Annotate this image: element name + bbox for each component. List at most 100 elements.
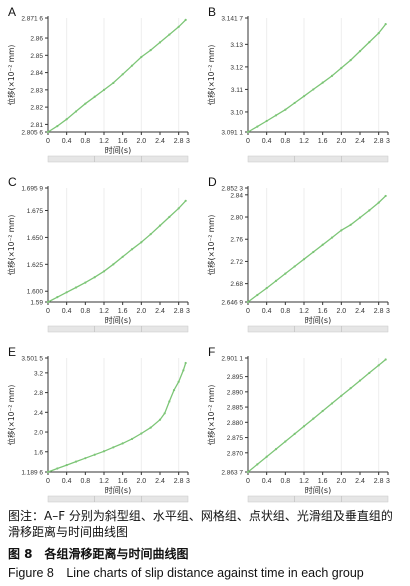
chart-panel-d: D 2.646 9 2.68 2.72 2.76 2.80 2.842.852 3 0 0.4 0… (206, 175, 390, 333)
data-point (140, 241, 143, 244)
y-tick-label: 2.81 (30, 122, 43, 129)
data-point (140, 432, 143, 435)
data-point (349, 387, 352, 390)
y-axis-title: 位移(×10⁻² mm) (206, 45, 216, 106)
y-tick-label: 2.875 (227, 435, 244, 442)
x-tick-label: 2.0 (336, 478, 346, 485)
scrollbar-track (47, 155, 189, 163)
scrollbar-strip (247, 325, 389, 333)
data-point (149, 426, 152, 429)
data-point (377, 364, 380, 367)
data-point (321, 243, 324, 246)
x-tick-label: 2.0 (336, 138, 346, 145)
data-point (102, 450, 106, 453)
x-tick-label: 2.8 (374, 138, 384, 145)
x-tick-label: 2.4 (155, 478, 165, 485)
data-point (312, 417, 315, 420)
y-tick-label: 2.0 (34, 430, 43, 437)
data-point (274, 279, 278, 282)
data-point (246, 300, 250, 304)
chart-panel-f: F 2.863 7 2.870 2.875 2.880 2.885 2.890 2.895 2.… (206, 345, 390, 503)
y-tick-label: 1.675 (27, 208, 44, 215)
y-tick-label: 2.885 (227, 405, 244, 412)
data-point (358, 216, 362, 219)
chart-panel-b: B 3.091 1 3.10 3.11 3.12 3.13 3.141 7 0 0.4 0.8 1.… (206, 5, 390, 163)
y-tick-label: 2.870 (227, 450, 244, 457)
data-point (56, 125, 59, 128)
data-point (112, 446, 115, 449)
data-point (256, 463, 259, 466)
x-tick-label: 2.4 (155, 138, 165, 145)
data-point (368, 41, 371, 44)
y-tick-label: 2.86 (30, 36, 43, 43)
data-point (284, 272, 287, 275)
data-point (384, 194, 387, 198)
y-axis-title: 位移(×10⁻² mm) (6, 45, 16, 106)
data-point (102, 88, 106, 91)
data-point (102, 270, 106, 273)
y-tick-label: 3.091 1 (221, 130, 243, 137)
data-point (121, 442, 124, 445)
y-tick-label: 3.10 (230, 109, 243, 116)
data-point (158, 41, 162, 44)
x-tick-label: 3 (186, 138, 190, 145)
y-axis-title: 位移(×10⁻² mm) (206, 215, 216, 276)
data-point (384, 22, 387, 26)
data-point (330, 74, 334, 78)
x-tick-label: 0.8 (280, 308, 290, 315)
data-point (340, 394, 343, 397)
panel-label: E (8, 345, 16, 359)
y-tick-label: 2.80 (230, 215, 243, 222)
x-tick-label: 2.8 (174, 138, 184, 145)
data-point (121, 255, 124, 258)
data-point (265, 455, 268, 458)
data-point (246, 470, 250, 474)
data-point (330, 236, 334, 239)
data-point (149, 233, 152, 236)
y-tick-label: 1.600 (27, 289, 44, 296)
x-tick-label: 1.6 (118, 478, 128, 485)
data-point (168, 400, 171, 403)
x-tick-label: 3 (386, 478, 390, 485)
x-tick-label: 0 (46, 308, 50, 315)
x-tick-label: 2.4 (355, 138, 365, 145)
y-tick-label: 1.6 (34, 449, 43, 456)
panel-label: C (8, 175, 17, 189)
data-point (293, 265, 296, 268)
data-point (130, 64, 134, 67)
x-tick-label: 1.2 (99, 138, 109, 145)
data-point (293, 432, 296, 435)
x-axis-title: 时间(s) (105, 485, 131, 495)
data-point (84, 281, 87, 284)
data-point (377, 31, 380, 35)
x-tick-label: 2.8 (174, 478, 184, 485)
data-point (140, 55, 143, 59)
y-tick-label: 2.863 7 (221, 470, 243, 477)
x-tick-label: 0 (46, 478, 50, 485)
y-tick-label: 2.83 (30, 87, 43, 94)
x-tick-label: 2.0 (136, 308, 146, 315)
data-point (284, 108, 287, 111)
y-tick-label: 2.8 (34, 390, 43, 397)
data-point (184, 18, 187, 21)
x-tick-label: 0.8 (280, 138, 290, 145)
data-point (302, 425, 306, 428)
panel-label: B (208, 5, 216, 19)
scrollbar-track (247, 495, 389, 503)
x-tick-label: 1.2 (299, 478, 309, 485)
y-tick-label: 1.189 6 (21, 470, 43, 477)
data-point (256, 125, 259, 128)
data-point (265, 119, 268, 123)
data-point (284, 440, 287, 443)
series-line (247, 23, 387, 133)
scrollbar-strip (47, 325, 189, 333)
data-point (182, 369, 185, 372)
x-tick-label: 0 (246, 138, 250, 145)
figure-title-cn: 图 8 各组滑移距离与时间曲线图 (8, 547, 189, 561)
y-tick-label: 3.11 (231, 87, 244, 94)
x-tick-label: 2.4 (355, 308, 365, 315)
data-point (321, 409, 324, 413)
x-tick-label: 0 (46, 138, 50, 145)
series-line (47, 19, 187, 133)
data-point (74, 286, 78, 289)
